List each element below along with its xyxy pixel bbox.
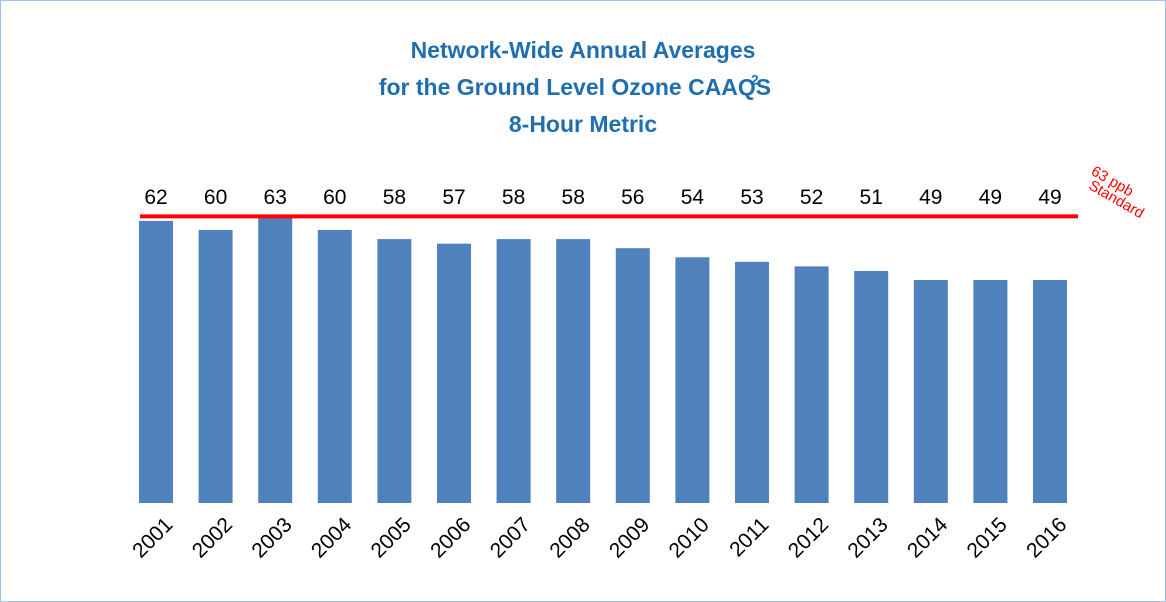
data-label: 54 bbox=[681, 186, 705, 209]
bar bbox=[1033, 280, 1067, 503]
data-label: 60 bbox=[204, 186, 227, 209]
bar bbox=[615, 248, 650, 503]
title-superscript: 2 bbox=[751, 72, 759, 88]
data-label: 51 bbox=[860, 186, 883, 209]
data-label: 53 bbox=[740, 186, 763, 209]
data-label: 58 bbox=[502, 186, 525, 209]
data-label: 60 bbox=[323, 186, 346, 209]
bar bbox=[675, 257, 710, 503]
bar bbox=[913, 280, 948, 503]
data-label: 58 bbox=[562, 186, 585, 209]
data-label: 57 bbox=[442, 186, 465, 209]
data-label: 49 bbox=[979, 186, 1002, 209]
bar bbox=[854, 270, 889, 503]
bar bbox=[258, 216, 293, 503]
bar bbox=[317, 230, 352, 503]
data-label: 58 bbox=[383, 186, 406, 209]
bar bbox=[139, 220, 173, 503]
bar bbox=[973, 280, 1008, 503]
data-label: 62 bbox=[144, 186, 167, 209]
data-label: 63 bbox=[264, 186, 287, 209]
data-label: 56 bbox=[621, 186, 644, 209]
data-label: 49 bbox=[919, 186, 942, 209]
bar bbox=[735, 261, 769, 503]
bar bbox=[794, 266, 829, 503]
bar bbox=[377, 239, 412, 503]
data-label: 52 bbox=[800, 186, 823, 209]
data-label: 49 bbox=[1038, 186, 1061, 209]
bar bbox=[556, 239, 591, 503]
bar bbox=[496, 239, 531, 503]
bar bbox=[437, 243, 471, 503]
bar bbox=[198, 230, 233, 503]
chart-title: 8-Hour Metric bbox=[509, 111, 657, 137]
chart-title: for the Ground Level Ozone CAAQS bbox=[379, 74, 771, 100]
chart-title: Network-Wide Annual Averages bbox=[411, 37, 756, 63]
